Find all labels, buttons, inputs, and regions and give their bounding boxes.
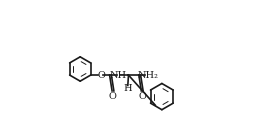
- Text: NH₂: NH₂: [137, 71, 158, 80]
- Text: O: O: [97, 71, 105, 80]
- Text: H: H: [123, 84, 132, 93]
- Text: O: O: [138, 92, 146, 101]
- Text: O: O: [109, 92, 117, 101]
- Text: NH: NH: [110, 71, 127, 80]
